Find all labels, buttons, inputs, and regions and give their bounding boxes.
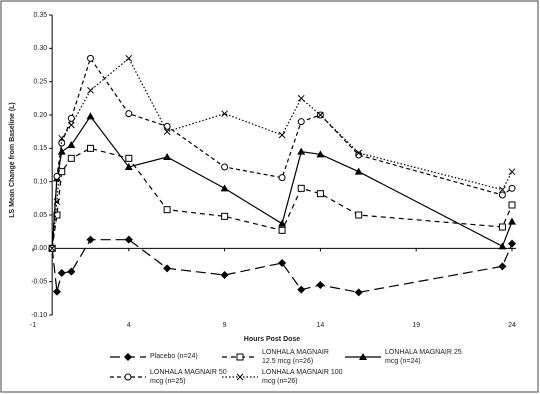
legend-label: LONHALA MAGNAIR 100 mcg (n=26) xyxy=(262,369,343,385)
marker xyxy=(86,144,94,152)
marker xyxy=(125,54,133,62)
marker xyxy=(86,112,95,120)
marker xyxy=(52,287,61,296)
marker xyxy=(508,239,516,248)
y-tick-label: 0.20 xyxy=(34,112,48,119)
y-tick-label: 0.05 xyxy=(34,212,48,219)
marker xyxy=(221,163,229,171)
marker xyxy=(220,184,229,192)
marker xyxy=(163,153,172,160)
y-tick-label: -0.05 xyxy=(31,279,47,286)
marker xyxy=(124,163,133,170)
marker xyxy=(354,167,363,175)
x-tick-label: 4 xyxy=(127,322,131,329)
marker xyxy=(58,134,66,142)
marker xyxy=(67,154,75,162)
legend-label: LONHALA MAGNAIR 50 mcg (n=25) xyxy=(150,369,227,385)
y-tick-label: 0.30 xyxy=(34,45,48,52)
marker xyxy=(221,212,229,220)
legend-marker xyxy=(124,353,132,361)
marker xyxy=(354,288,363,297)
y-tick-label: -0.10 xyxy=(31,312,47,319)
y-tick-label: 0.15 xyxy=(34,145,48,152)
marker xyxy=(48,244,56,252)
marker xyxy=(221,110,228,118)
marker xyxy=(297,94,305,102)
y-axis-title: LS Mean Change from Baseline (L) xyxy=(9,102,16,218)
legend-marker xyxy=(236,353,244,361)
x-tick-label: -1 xyxy=(30,322,36,329)
marker xyxy=(57,269,66,277)
marker xyxy=(278,226,286,234)
y-tick-label: 0.35 xyxy=(34,12,48,19)
x-tick-label: 19 xyxy=(412,322,420,329)
marker xyxy=(498,242,507,250)
y-tick-label: 0.10 xyxy=(34,179,48,186)
marker xyxy=(278,174,286,182)
marker xyxy=(499,186,506,194)
marker xyxy=(53,198,61,206)
marker xyxy=(86,54,94,62)
marker xyxy=(297,184,305,192)
marker xyxy=(508,184,516,192)
x-tick-label: 9 xyxy=(223,322,227,329)
marker xyxy=(297,118,305,126)
marker xyxy=(125,110,133,118)
marker xyxy=(163,206,171,214)
marker xyxy=(316,190,324,198)
legend-label: LONHALA MAGNAIR 25 mcg (n=24) xyxy=(385,349,462,365)
marker xyxy=(498,262,507,271)
marker xyxy=(316,281,325,289)
x-tick-label: 14 xyxy=(317,322,325,329)
marker xyxy=(67,267,76,276)
legend-label: LONHALA MAGNAIR 12.5 mcg (n=26) xyxy=(262,349,329,365)
marker xyxy=(67,114,75,122)
marker xyxy=(297,147,306,155)
legend-marker xyxy=(124,373,132,381)
marker xyxy=(67,121,75,129)
marker xyxy=(124,235,133,244)
marker xyxy=(498,191,506,199)
marker xyxy=(316,150,325,158)
marker xyxy=(67,141,76,148)
x-tick-label: 24 xyxy=(508,322,516,329)
marker xyxy=(125,154,133,162)
series-line xyxy=(51,56,513,249)
marker xyxy=(57,147,66,155)
legend-label: Placebo (n=24) xyxy=(150,353,198,360)
marker xyxy=(508,201,516,209)
marker xyxy=(498,223,506,231)
marker xyxy=(317,111,324,119)
marker xyxy=(86,235,95,244)
marker xyxy=(355,211,363,219)
legend-marker xyxy=(359,353,367,360)
y-tick-label: 0.25 xyxy=(34,79,48,86)
y-tick-label: 0.00 xyxy=(34,245,48,252)
marker xyxy=(278,259,287,267)
marker xyxy=(163,264,172,273)
marker xyxy=(508,217,516,225)
marker xyxy=(297,285,306,294)
marker xyxy=(163,128,171,136)
x-axis-title: Hours Post Dose xyxy=(244,336,301,343)
marker xyxy=(87,86,94,94)
series-line xyxy=(51,147,513,249)
marker xyxy=(508,168,516,176)
legend-marker xyxy=(236,373,244,381)
marker xyxy=(220,271,229,279)
marker xyxy=(278,219,287,227)
marker xyxy=(278,131,286,139)
marker xyxy=(355,149,363,157)
